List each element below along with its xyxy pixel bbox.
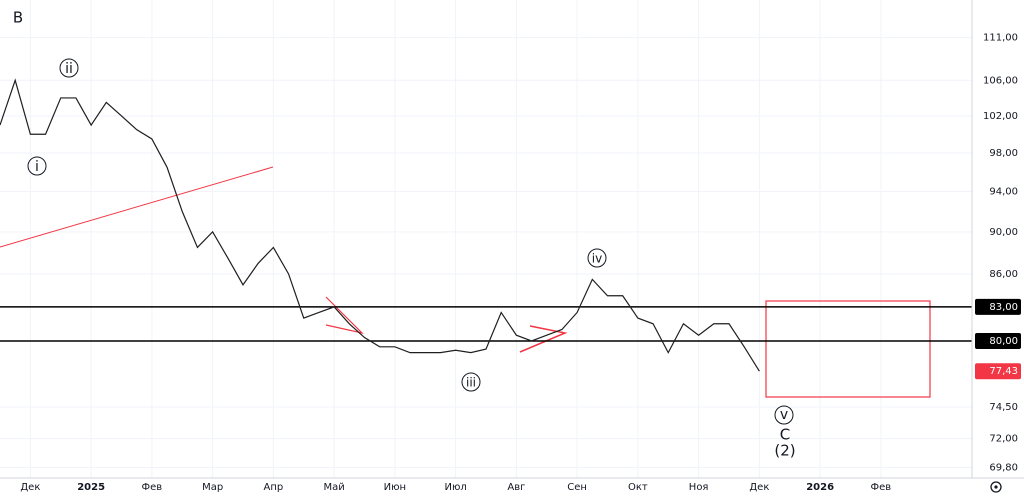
price-line — [0, 78, 760, 372]
wave-label: (2) — [774, 442, 795, 460]
x-tick-label: Май — [323, 482, 344, 493]
wave-circle — [587, 248, 607, 268]
grid — [0, 0, 972, 478]
x-tick-label: Ноя — [689, 482, 709, 493]
y-tick-label: 106,00 — [983, 75, 1018, 86]
level-label: 83,00 — [989, 302, 1018, 313]
y-tick-label: 111,00 — [983, 33, 1018, 44]
x-tick-label: Июн — [384, 482, 406, 493]
y-tick-label: 74,50 — [989, 402, 1018, 413]
wave-label: C — [780, 426, 790, 444]
last-price-label: 77,43 — [989, 366, 1018, 377]
level-label-box — [975, 298, 1021, 315]
x-tick-label: Фев — [871, 482, 892, 493]
x-tick-label: Июл — [444, 482, 466, 493]
y-tick-label: 69,80 — [989, 462, 1018, 473]
x-tick-label: Дек — [20, 482, 40, 493]
x-tick-label: 2025 — [77, 482, 105, 493]
y-tick-label: 98,00 — [989, 148, 1018, 159]
plot — [0, 78, 972, 372]
wave-label: iv — [592, 252, 602, 266]
level-label-box — [975, 332, 1021, 349]
target-box — [765, 300, 931, 398]
x-tick-label: Мар — [202, 482, 223, 493]
wave-label: i — [35, 159, 39, 175]
settings-icon[interactable] — [990, 481, 1002, 493]
wave-label: v — [780, 407, 788, 423]
x-tick-label: 2026 — [806, 482, 834, 493]
wave-circle — [27, 156, 47, 176]
y-tick-label: 90,00 — [989, 227, 1018, 238]
x-tick-label: Дек — [749, 482, 769, 493]
wave-circle — [774, 405, 794, 425]
last-price-box — [975, 363, 1021, 380]
x-tick-label: Апр — [264, 482, 284, 493]
x-tick-label: Окт — [628, 482, 648, 493]
wave-label: iii — [466, 376, 476, 390]
level-label: 80,00 — [989, 336, 1018, 347]
x-tick-label: Авг — [507, 482, 525, 493]
wave-label: ii — [65, 61, 73, 77]
x-tick-label: Фев — [142, 482, 163, 493]
y-tick-label: 86,00 — [989, 269, 1018, 280]
y-tick-label: 72,00 — [989, 434, 1018, 445]
wedge — [325, 296, 364, 335]
y-tick-label: 94,00 — [989, 187, 1018, 198]
wave-circle — [59, 58, 79, 78]
triangle — [519, 325, 568, 353]
wave-circle — [461, 372, 481, 392]
wave-label: B — [13, 9, 23, 27]
settings-icon-dot — [994, 485, 998, 489]
x-tick-label: Сен — [567, 482, 587, 493]
trend-line — [0, 166, 274, 248]
y-tick-label: 102,00 — [983, 111, 1018, 122]
